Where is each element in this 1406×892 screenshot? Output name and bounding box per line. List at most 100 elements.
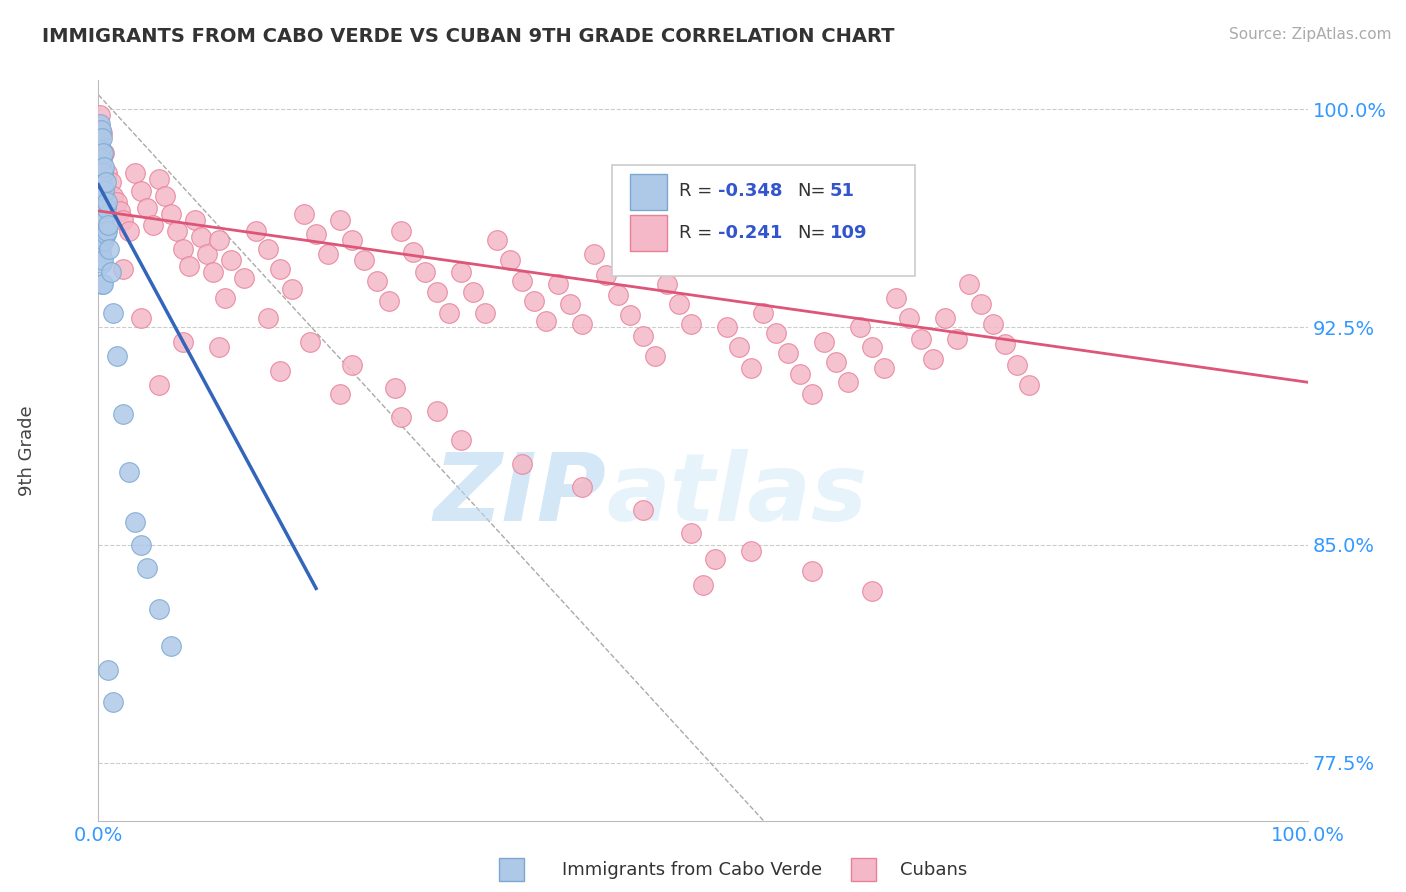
Point: [377, 293, 399, 308]
Point: [631, 328, 654, 343]
Point: [142, 219, 165, 233]
Point: [93, 184, 115, 198]
Point: [510, 274, 533, 288]
Point: [558, 297, 581, 311]
Y-axis label: 9th Grade: 9th Grade: [18, 405, 37, 496]
Point: [571, 317, 593, 331]
Point: [91, 195, 114, 210]
Point: [886, 291, 908, 305]
Point: [129, 538, 152, 552]
Point: [1018, 378, 1040, 392]
Text: N=: N=: [797, 182, 825, 201]
Point: [860, 340, 883, 354]
Point: [957, 277, 980, 291]
Point: [897, 311, 920, 326]
Point: [195, 247, 218, 261]
Point: [776, 346, 799, 360]
Point: [90, 244, 112, 259]
Point: [190, 230, 212, 244]
Point: [153, 189, 176, 203]
Point: [111, 212, 134, 227]
Text: R =: R =: [679, 224, 718, 242]
Point: [160, 207, 183, 221]
Point: [353, 253, 375, 268]
Point: [91, 189, 114, 203]
Point: [299, 334, 322, 349]
Point: [93, 233, 115, 247]
Point: [184, 212, 207, 227]
Point: [172, 242, 194, 256]
Point: [91, 277, 114, 291]
Point: [946, 332, 969, 346]
Point: [91, 230, 114, 244]
Text: R =: R =: [679, 182, 718, 201]
Point: [148, 601, 170, 615]
Point: [426, 285, 449, 300]
Point: [402, 244, 425, 259]
Point: [91, 235, 114, 250]
Point: [90, 122, 112, 136]
Point: [752, 305, 775, 319]
Point: [118, 224, 141, 238]
Point: [135, 201, 157, 215]
FancyBboxPatch shape: [630, 174, 666, 210]
Point: [100, 175, 122, 189]
Point: [860, 584, 883, 599]
Point: [740, 360, 762, 375]
Point: [523, 293, 546, 308]
Point: [644, 349, 666, 363]
Point: [1007, 358, 1029, 372]
Point: [214, 291, 236, 305]
Point: [111, 407, 134, 421]
Point: [813, 334, 835, 349]
Point: [547, 277, 569, 291]
Point: [101, 305, 124, 319]
Text: IMMIGRANTS FROM CABO VERDE VS CUBAN 9TH GRADE CORRELATION CHART: IMMIGRANTS FROM CABO VERDE VS CUBAN 9TH …: [42, 27, 894, 45]
Point: [89, 189, 111, 203]
Point: [619, 309, 641, 323]
Point: [728, 340, 751, 354]
Point: [934, 311, 956, 326]
Point: [89, 137, 111, 152]
Point: [105, 195, 128, 210]
Point: [474, 305, 496, 319]
Point: [89, 154, 111, 169]
Point: [679, 526, 702, 541]
Point: [96, 166, 118, 180]
Point: [534, 314, 557, 328]
Text: Cubans: Cubans: [900, 861, 967, 879]
Point: [129, 184, 152, 198]
Point: [498, 253, 520, 268]
Point: [96, 224, 118, 238]
Point: [316, 247, 339, 261]
Point: [692, 578, 714, 592]
Point: [789, 367, 811, 381]
Point: [148, 378, 170, 392]
Point: [389, 410, 412, 425]
Point: [281, 282, 304, 296]
Point: [292, 207, 315, 221]
Point: [93, 161, 115, 175]
Point: [124, 515, 146, 529]
Point: [91, 253, 114, 268]
Point: [135, 561, 157, 575]
Point: [208, 340, 231, 354]
Point: [256, 242, 278, 256]
Point: [342, 233, 364, 247]
Point: [172, 334, 194, 349]
Point: [921, 351, 943, 366]
Point: [510, 457, 533, 471]
Point: [970, 297, 993, 311]
Point: [825, 355, 848, 369]
Point: [232, 270, 254, 285]
Point: [413, 265, 436, 279]
Point: [607, 288, 630, 302]
Point: [873, 360, 896, 375]
Point: [91, 256, 114, 270]
Point: [90, 161, 112, 175]
Point: [256, 311, 278, 326]
Point: [981, 317, 1004, 331]
Point: [668, 297, 690, 311]
Point: [160, 640, 183, 654]
FancyBboxPatch shape: [630, 215, 666, 251]
